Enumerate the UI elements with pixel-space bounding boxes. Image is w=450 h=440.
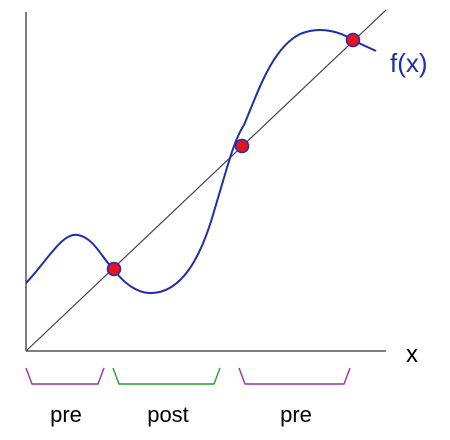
function-curve (25, 29, 377, 295)
fixed-point (234, 138, 250, 154)
region-bracket-pre-right (238, 367, 351, 385)
region-bracket-post (112, 367, 221, 385)
identity-line (25, 9, 387, 352)
fixed-point (345, 32, 361, 48)
region-label-post: post (147, 402, 189, 427)
fixed-point (106, 261, 122, 277)
function-label: f(x) (390, 48, 428, 78)
region-bracket-pre-left (25, 367, 105, 385)
region-label-pre-right: pre (280, 402, 312, 427)
region-label-pre-left: pre (50, 402, 82, 427)
x-axis-label: x (406, 341, 418, 368)
